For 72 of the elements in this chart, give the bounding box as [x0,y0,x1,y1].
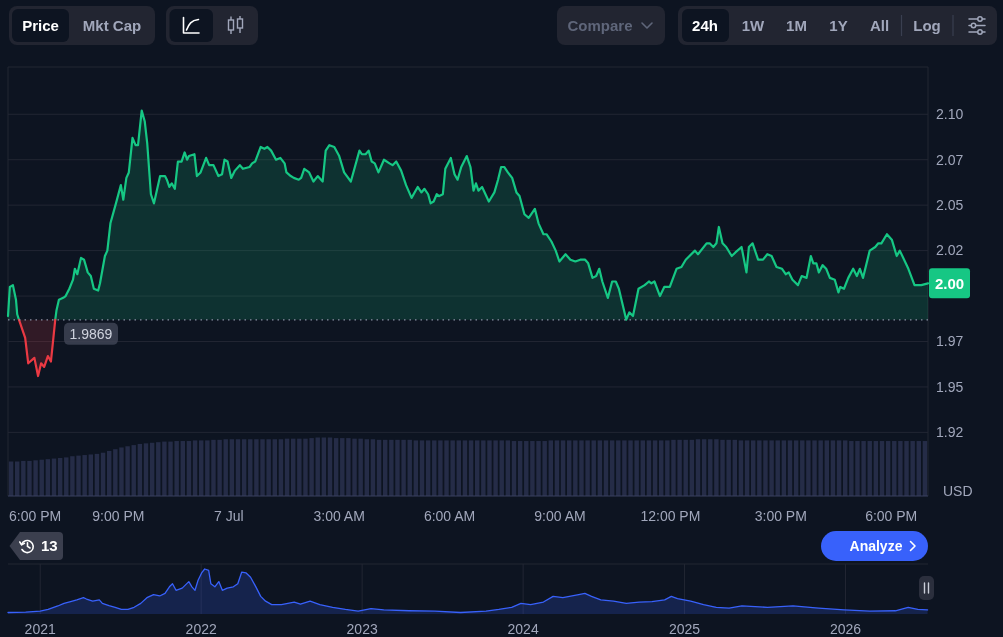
y-tick-label: 1.97 [936,333,964,350]
bar [750,440,756,496]
bar [566,440,572,496]
bar [824,440,830,496]
bar [413,440,419,496]
x-tick-label: 2022 [185,620,217,637]
value-tag: 1.9869 [64,322,118,345]
bar [800,440,805,496]
selected-tab: 24h [682,9,729,42]
bar [616,440,621,496]
annotation: 2.00 [934,274,965,292]
bar [192,440,198,496]
x-tick-label: 6:00 PM [9,507,62,524]
bar [499,440,504,496]
y-tick-label: 2.07 [936,151,964,168]
bar [456,440,462,496]
y-tick-label: 2.02 [936,242,964,259]
bar [432,440,437,496]
bar [425,440,431,496]
x-tick-label: 6:00 AM [423,507,476,524]
bar [830,440,836,496]
y-tick-label: 2.05 [936,197,964,214]
x-tick-label: 3:00 AM [313,507,365,524]
x-tick-label: 12:00 PM [640,507,701,524]
x-tick-label: 2024 [507,620,539,637]
bar [468,440,474,496]
bar [474,440,480,496]
bar [560,440,566,496]
bar [597,440,603,496]
bar [738,440,744,496]
action-button: Analyze [821,531,928,561]
y-tick-label: 2.10 [936,106,964,123]
bar [744,440,750,496]
x-tick-label: 9:00 PM [92,507,145,524]
y-tick-label: 1.95 [936,378,964,395]
x-tick-label: 2023 [346,620,378,637]
x-tick-label: 3:00 PM [754,507,807,524]
x-tick-label: 9:00 AM [534,507,586,524]
bar [836,440,842,496]
y-tick-label: 1.92 [936,424,964,441]
bar [198,440,204,496]
bar [793,440,799,496]
bar [88,454,94,496]
bar [548,440,554,496]
selected-tab: Price [12,9,69,42]
bar [505,440,511,496]
bar [603,440,609,496]
bar [554,440,560,496]
x-tick-label: 2021 [24,620,56,637]
bar [419,440,425,496]
dropdown: Compare [557,6,665,45]
bar [842,440,848,496]
bar [781,440,787,496]
bar [646,440,652,496]
x-tick-label: 2025 [668,620,701,637]
bar [787,440,793,496]
y-axis-title: USD [943,482,973,499]
bar [658,440,664,496]
bar [609,440,615,496]
bar [652,440,658,496]
x-tick-label: 6:00 PM [865,507,918,524]
bar [462,440,468,496]
button-group: 24h 1W 1M 1Y All Log [678,6,997,45]
value-badge: 2.00 [929,268,970,299]
bar [640,440,646,496]
toggle-group: Price Mkt Cap [9,6,155,45]
x-tick-label: 7 Jul [214,507,244,524]
bar [591,440,596,496]
count-badge: 13 [9,532,63,560]
bar [775,440,780,496]
ref-line-label: 1.9869 [69,325,113,342]
x-tick-label: 2026 [829,620,862,637]
